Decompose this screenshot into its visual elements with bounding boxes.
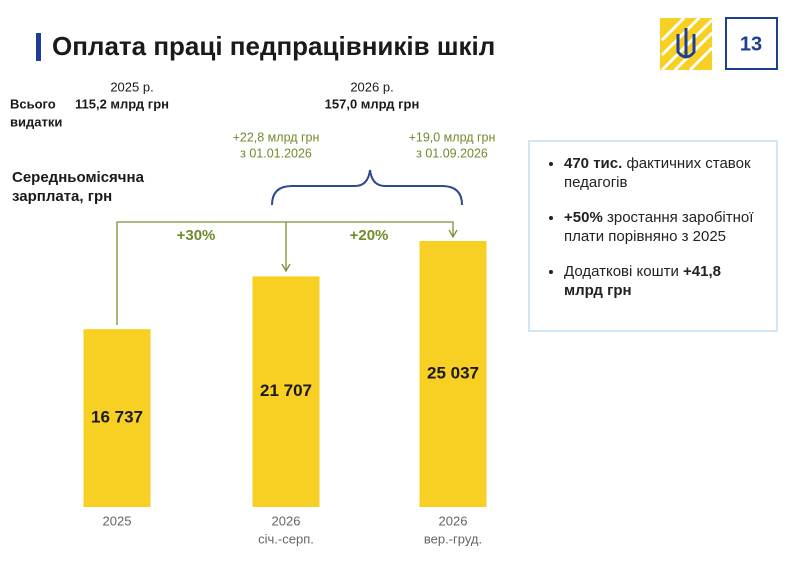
page-number: 13: [740, 33, 762, 55]
title: Оплата праці педпрацівників шкіл: [52, 31, 495, 61]
growth-connector: [116, 221, 458, 325]
bullet: +50% зростання заробітної плати порівнян…: [564, 208, 764, 246]
x-tick-label: 2025: [103, 513, 132, 528]
summary-label: видатки: [10, 114, 62, 129]
bullet-list: 470 тис. фактичних ставок педагогів +50% …: [546, 154, 764, 300]
page-box: [725, 17, 778, 70]
brace: [271, 169, 463, 206]
info-box: 470 тис. фактичних ставок педагогів +50% …: [528, 140, 778, 332]
addition: +22,8 млрд грн: [233, 130, 320, 144]
y-title: Середньомісячна: [12, 169, 145, 186]
bullet-bold: +41,8 млрд грн: [564, 263, 722, 299]
summary-label: Всього: [10, 96, 56, 111]
year: 2026 р.: [350, 79, 393, 94]
emblem: [660, 16, 714, 72]
bullet-text: Додаткові кошти: [564, 263, 679, 280]
amount: 115,2 млрд грн: [75, 96, 169, 111]
title-bar: [36, 33, 41, 61]
bullet-bold: 470 тис.: [564, 155, 623, 172]
x-tick-sublabel: січ.-серп.: [258, 531, 314, 546]
bullet-bold: +50%: [564, 209, 603, 226]
x-tick-label: 2026: [272, 513, 301, 528]
growth-label: +20%: [350, 227, 389, 244]
bar: [83, 329, 151, 507]
year: 2025 р.: [110, 79, 153, 94]
x-tick-label: 2026: [439, 513, 468, 528]
y-title: зарплата, грн: [12, 188, 112, 205]
bullet: 470 тис. фактичних ставок педагогів: [564, 154, 764, 192]
addition-date: з 01.09.2026: [416, 146, 488, 160]
bar: [419, 241, 487, 507]
addition-date: з 01.01.2026: [240, 146, 312, 160]
x-tick-sublabel: вер.-груд.: [424, 531, 482, 546]
value-label: 21 707: [260, 381, 312, 400]
bullet: Додаткові кошти +41,8 млрд грн: [564, 262, 764, 300]
value-label: 25 037: [427, 363, 479, 382]
bullet-text: зростання заробітної плати порівняно з 2…: [564, 209, 754, 245]
amount: 157,0 млрд грн: [325, 96, 420, 111]
growth-label: +30%: [177, 227, 216, 244]
bullet-text: фактичних ставок педагогів: [564, 155, 751, 191]
bar: [252, 276, 320, 507]
addition: +19,0 млрд грн: [409, 130, 496, 144]
value-label: 16 737: [91, 408, 143, 427]
